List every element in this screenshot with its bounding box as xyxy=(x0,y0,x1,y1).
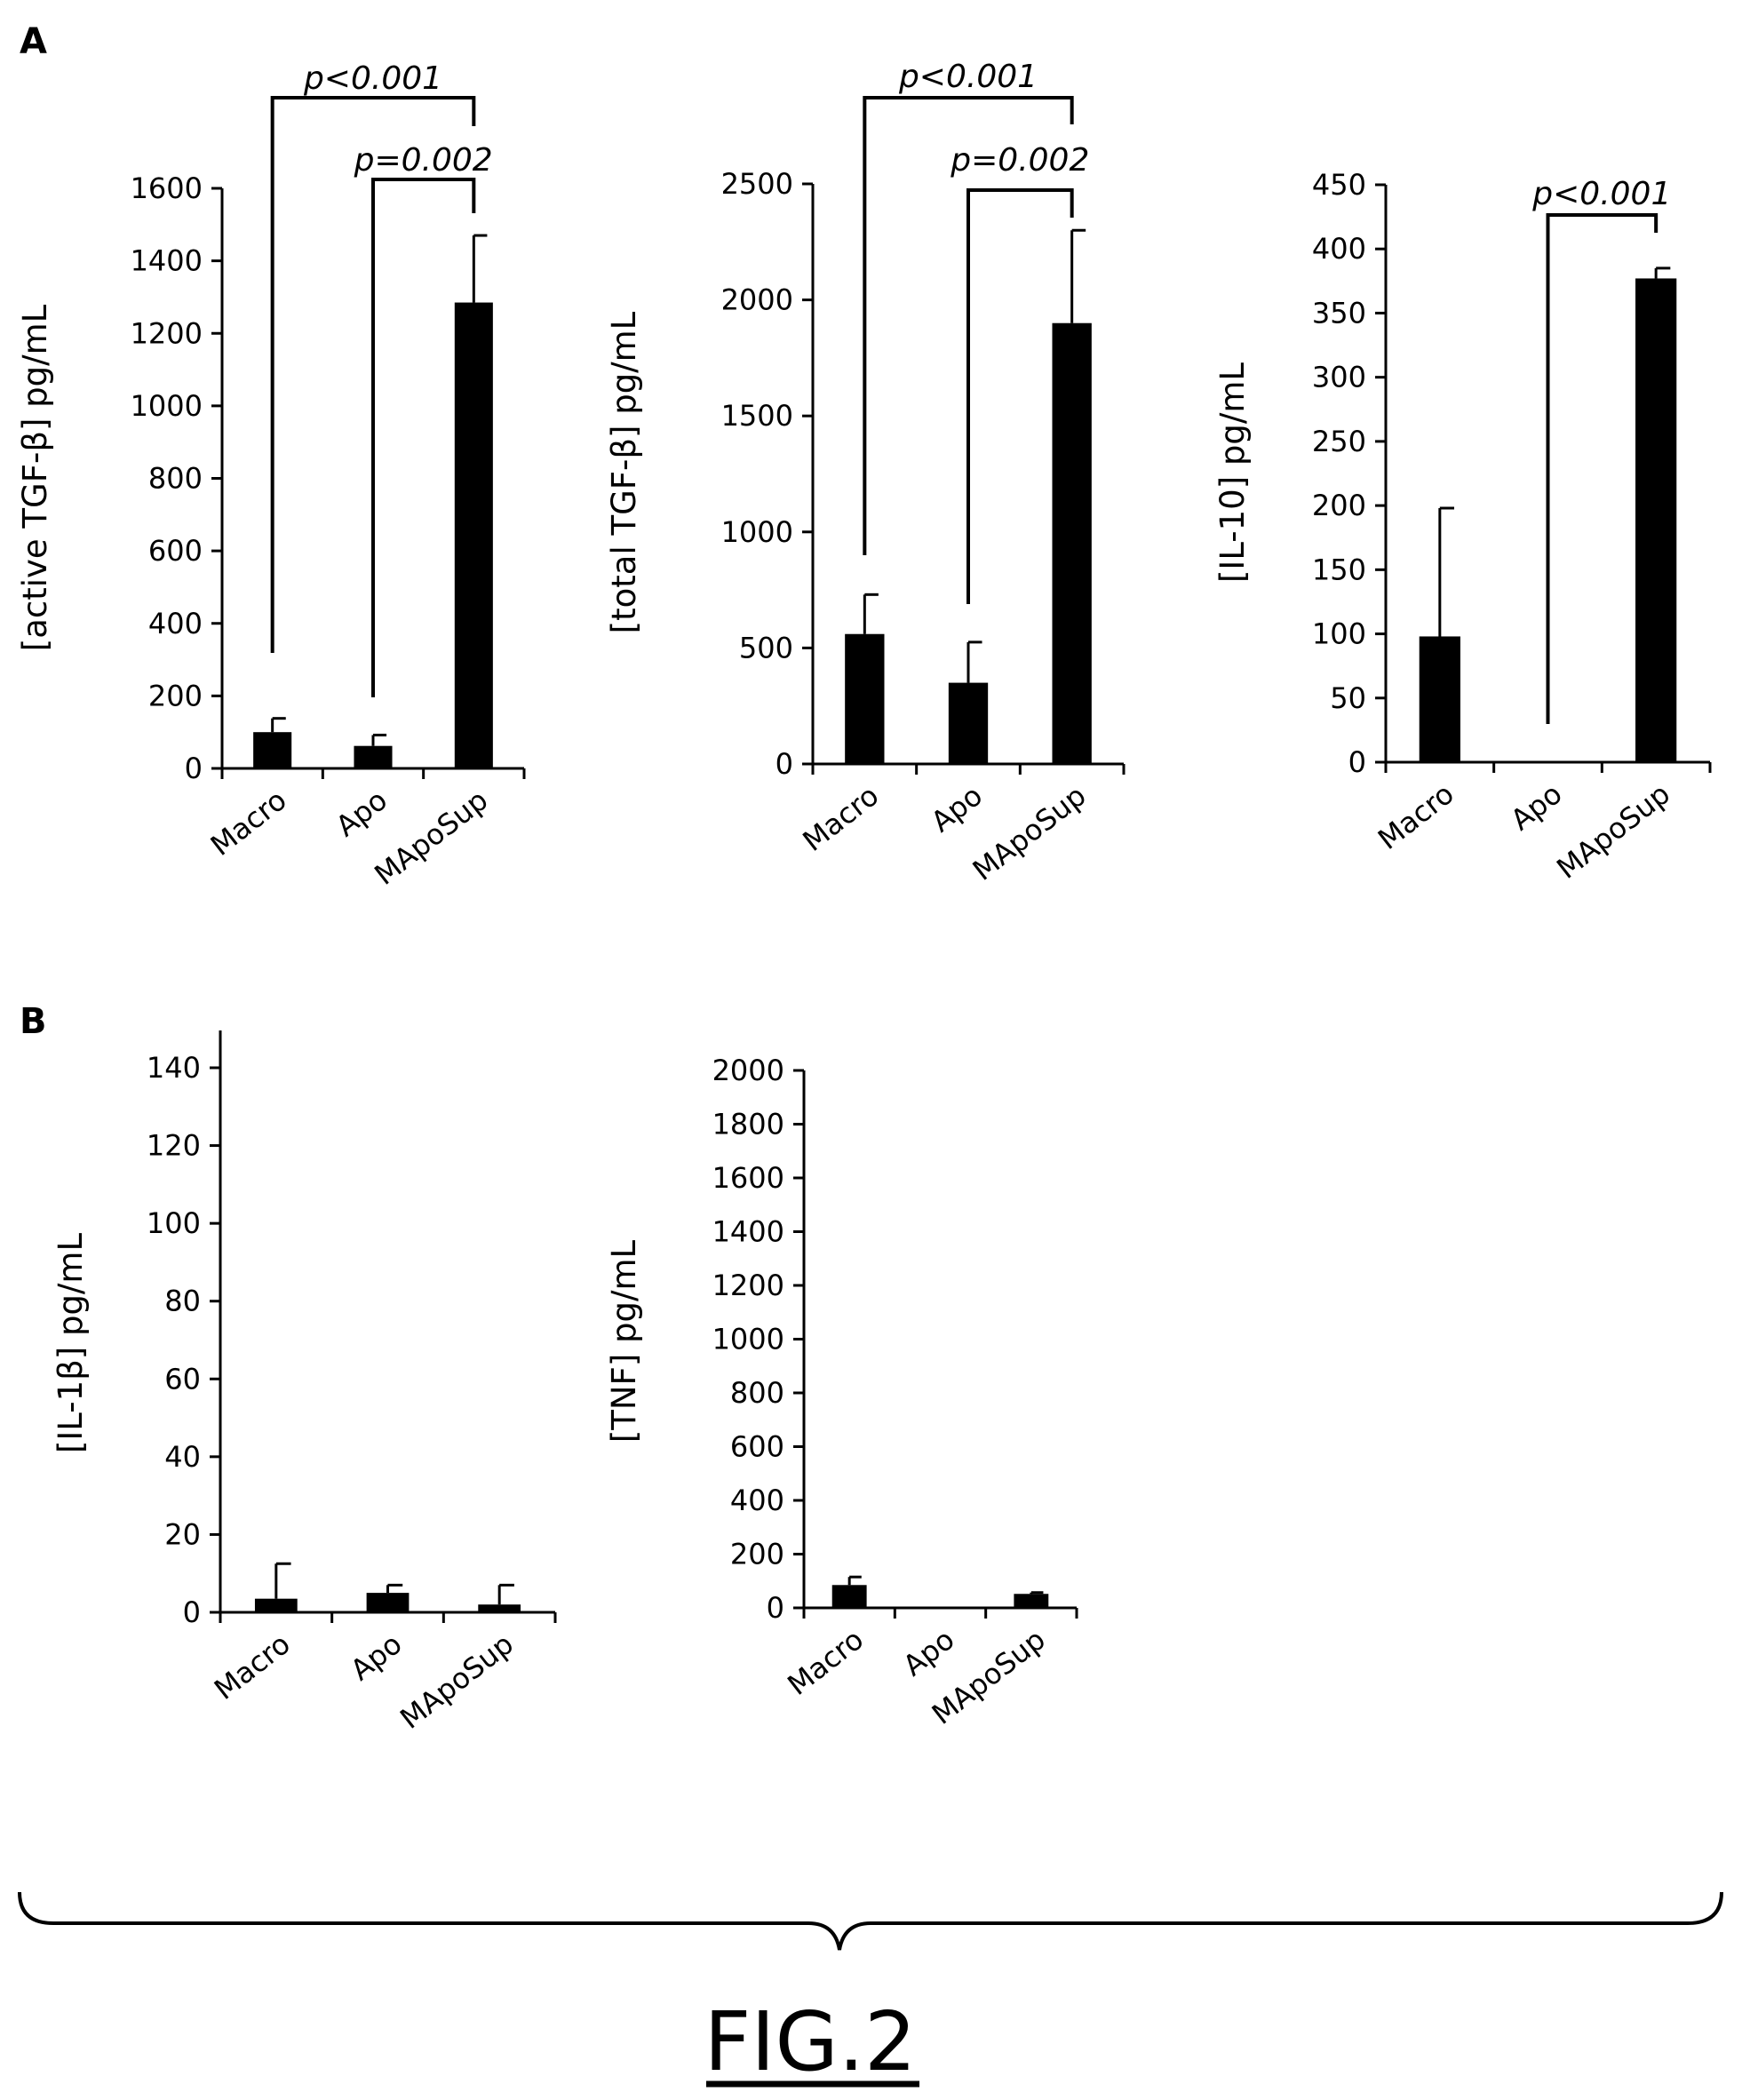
y-tick-label: 1200 xyxy=(712,1269,784,1302)
figure-brace xyxy=(18,1891,1723,1951)
bar-maposup xyxy=(1635,278,1677,762)
x-category-label: Macro xyxy=(204,783,293,863)
bar-macro xyxy=(831,1585,867,1608)
y-axis-title: [TNF] pg/mL xyxy=(605,1239,643,1443)
bar-apo xyxy=(948,682,989,764)
y-tick-label: 1200 xyxy=(131,316,203,350)
y-tick-label: 800 xyxy=(148,462,203,496)
y-axis-title: [IL-1β] pg/mL xyxy=(52,1233,90,1453)
y-tick-label: 80 xyxy=(164,1285,201,1318)
significance-bracket xyxy=(371,178,476,697)
bar-macro xyxy=(1419,636,1460,762)
x-category-label: MApoSup xyxy=(368,783,494,891)
bar-maposup xyxy=(1052,322,1092,764)
panel-label-b: B xyxy=(20,1001,47,1042)
y-tick-label: 200 xyxy=(730,1538,784,1571)
significance-bracket xyxy=(863,96,1074,555)
x-category-label: Macro xyxy=(1372,776,1460,856)
y-axis-title: [IL-10] pg/mL xyxy=(1213,362,1252,583)
x-category-label: Apo xyxy=(925,778,989,839)
chart-3: 0 50 100 150 200 250 300 350 400 450 Macro ApoMApoS… xyxy=(1213,168,1712,886)
x-category-label: Macro xyxy=(781,1622,870,1702)
significance-bracket xyxy=(270,96,476,653)
y-tick-label: 200 xyxy=(148,679,203,712)
bar-macro xyxy=(254,1598,298,1612)
y-tick-label: 1400 xyxy=(712,1215,784,1249)
y-tick-label: 450 xyxy=(1312,168,1366,202)
y-tick-label: 0 xyxy=(767,1591,784,1625)
x-category-label: MApoSup xyxy=(1550,776,1676,885)
y-axis-title: [active TGF-β] pg/mL xyxy=(16,304,54,651)
y-tick-label: 300 xyxy=(1312,361,1366,394)
y-tick-label: 100 xyxy=(1312,617,1366,651)
significance-bracket xyxy=(1546,213,1658,724)
bar-macro xyxy=(845,633,885,764)
y-tick-label: 1500 xyxy=(721,399,793,433)
y-tick-label: 400 xyxy=(730,1484,784,1517)
y-tick-label: 2500 xyxy=(721,167,793,201)
x-category-label: MApoSup xyxy=(966,778,1093,887)
x-category-label: Apo xyxy=(330,783,394,843)
y-tick-label: 250 xyxy=(1312,425,1366,458)
y-tick-label: 100 xyxy=(147,1206,201,1240)
y-tick-label: 120 xyxy=(147,1129,201,1163)
y-tick-label: 350 xyxy=(1312,296,1366,330)
x-category-label: Apo xyxy=(896,1622,960,1682)
y-tick-label: 1600 xyxy=(712,1161,784,1195)
bar-maposup xyxy=(454,302,493,768)
p-value-label: p=0.002 xyxy=(950,142,1089,179)
y-tick-label: 400 xyxy=(1312,232,1366,266)
bar-macro xyxy=(253,732,292,768)
y-tick-label: 2000 xyxy=(721,283,793,317)
p-value-label: p=0.002 xyxy=(354,142,493,179)
y-tick-label: 0 xyxy=(183,1595,201,1629)
y-axis-title: [total TGF-β] pg/mL xyxy=(605,311,643,633)
y-tick-label: 150 xyxy=(1312,553,1366,586)
y-tick-label: 60 xyxy=(164,1362,201,1396)
y-tick-label: 800 xyxy=(730,1376,784,1410)
bar-apo xyxy=(354,745,393,768)
y-tick-label: 600 xyxy=(730,1430,784,1464)
y-tick-label: 200 xyxy=(1312,489,1366,522)
y-tick-label: 1800 xyxy=(712,1108,784,1141)
bar-apo xyxy=(366,1593,410,1612)
x-category-label: Macro xyxy=(208,1627,297,1706)
y-tick-label: 0 xyxy=(185,752,203,785)
x-category-label: Apo xyxy=(1504,776,1568,837)
y-tick-label: 1400 xyxy=(131,244,203,278)
figure-title: FIG.2 xyxy=(704,1994,916,2089)
y-tick-label: 0 xyxy=(1348,745,1366,779)
p-value-label: p<0.001 xyxy=(1531,176,1671,212)
x-category-label: Apo xyxy=(344,1627,408,1687)
y-tick-label: 600 xyxy=(148,534,203,568)
y-tick-label: 400 xyxy=(148,607,203,640)
significance-bracket xyxy=(966,188,1074,604)
panel-label-a: A xyxy=(20,21,47,62)
y-tick-label: 1000 xyxy=(131,389,203,423)
y-tick-label: 20 xyxy=(164,1517,201,1551)
y-tick-label: 0 xyxy=(776,747,793,781)
chart-5: 0 200 400 600 800 1000 1200 1400 1600 1800 2000 Mac… xyxy=(605,1054,1078,1731)
y-tick-label: 1600 xyxy=(131,171,203,205)
y-tick-label: 40 xyxy=(164,1440,201,1474)
p-value-label: p<0.001 xyxy=(898,59,1038,95)
p-value-label: p<0.001 xyxy=(303,60,442,97)
x-category-label: MApoSup xyxy=(394,1627,520,1735)
y-tick-label: 50 xyxy=(1330,681,1366,715)
x-category-label: Macro xyxy=(797,778,886,858)
bar-maposup xyxy=(1014,1594,1049,1608)
y-tick-label: 500 xyxy=(739,631,793,664)
y-tick-label: 1000 xyxy=(712,1323,784,1356)
chart-1: 0 200 400 600 800 1000 1200 1400 1600 Macro ApoMAp… xyxy=(16,60,526,892)
bar-maposup xyxy=(478,1604,521,1612)
y-tick-label: 140 xyxy=(147,1051,201,1085)
y-tick-label: 2000 xyxy=(712,1054,784,1087)
y-tick-label: 1000 xyxy=(721,515,793,549)
